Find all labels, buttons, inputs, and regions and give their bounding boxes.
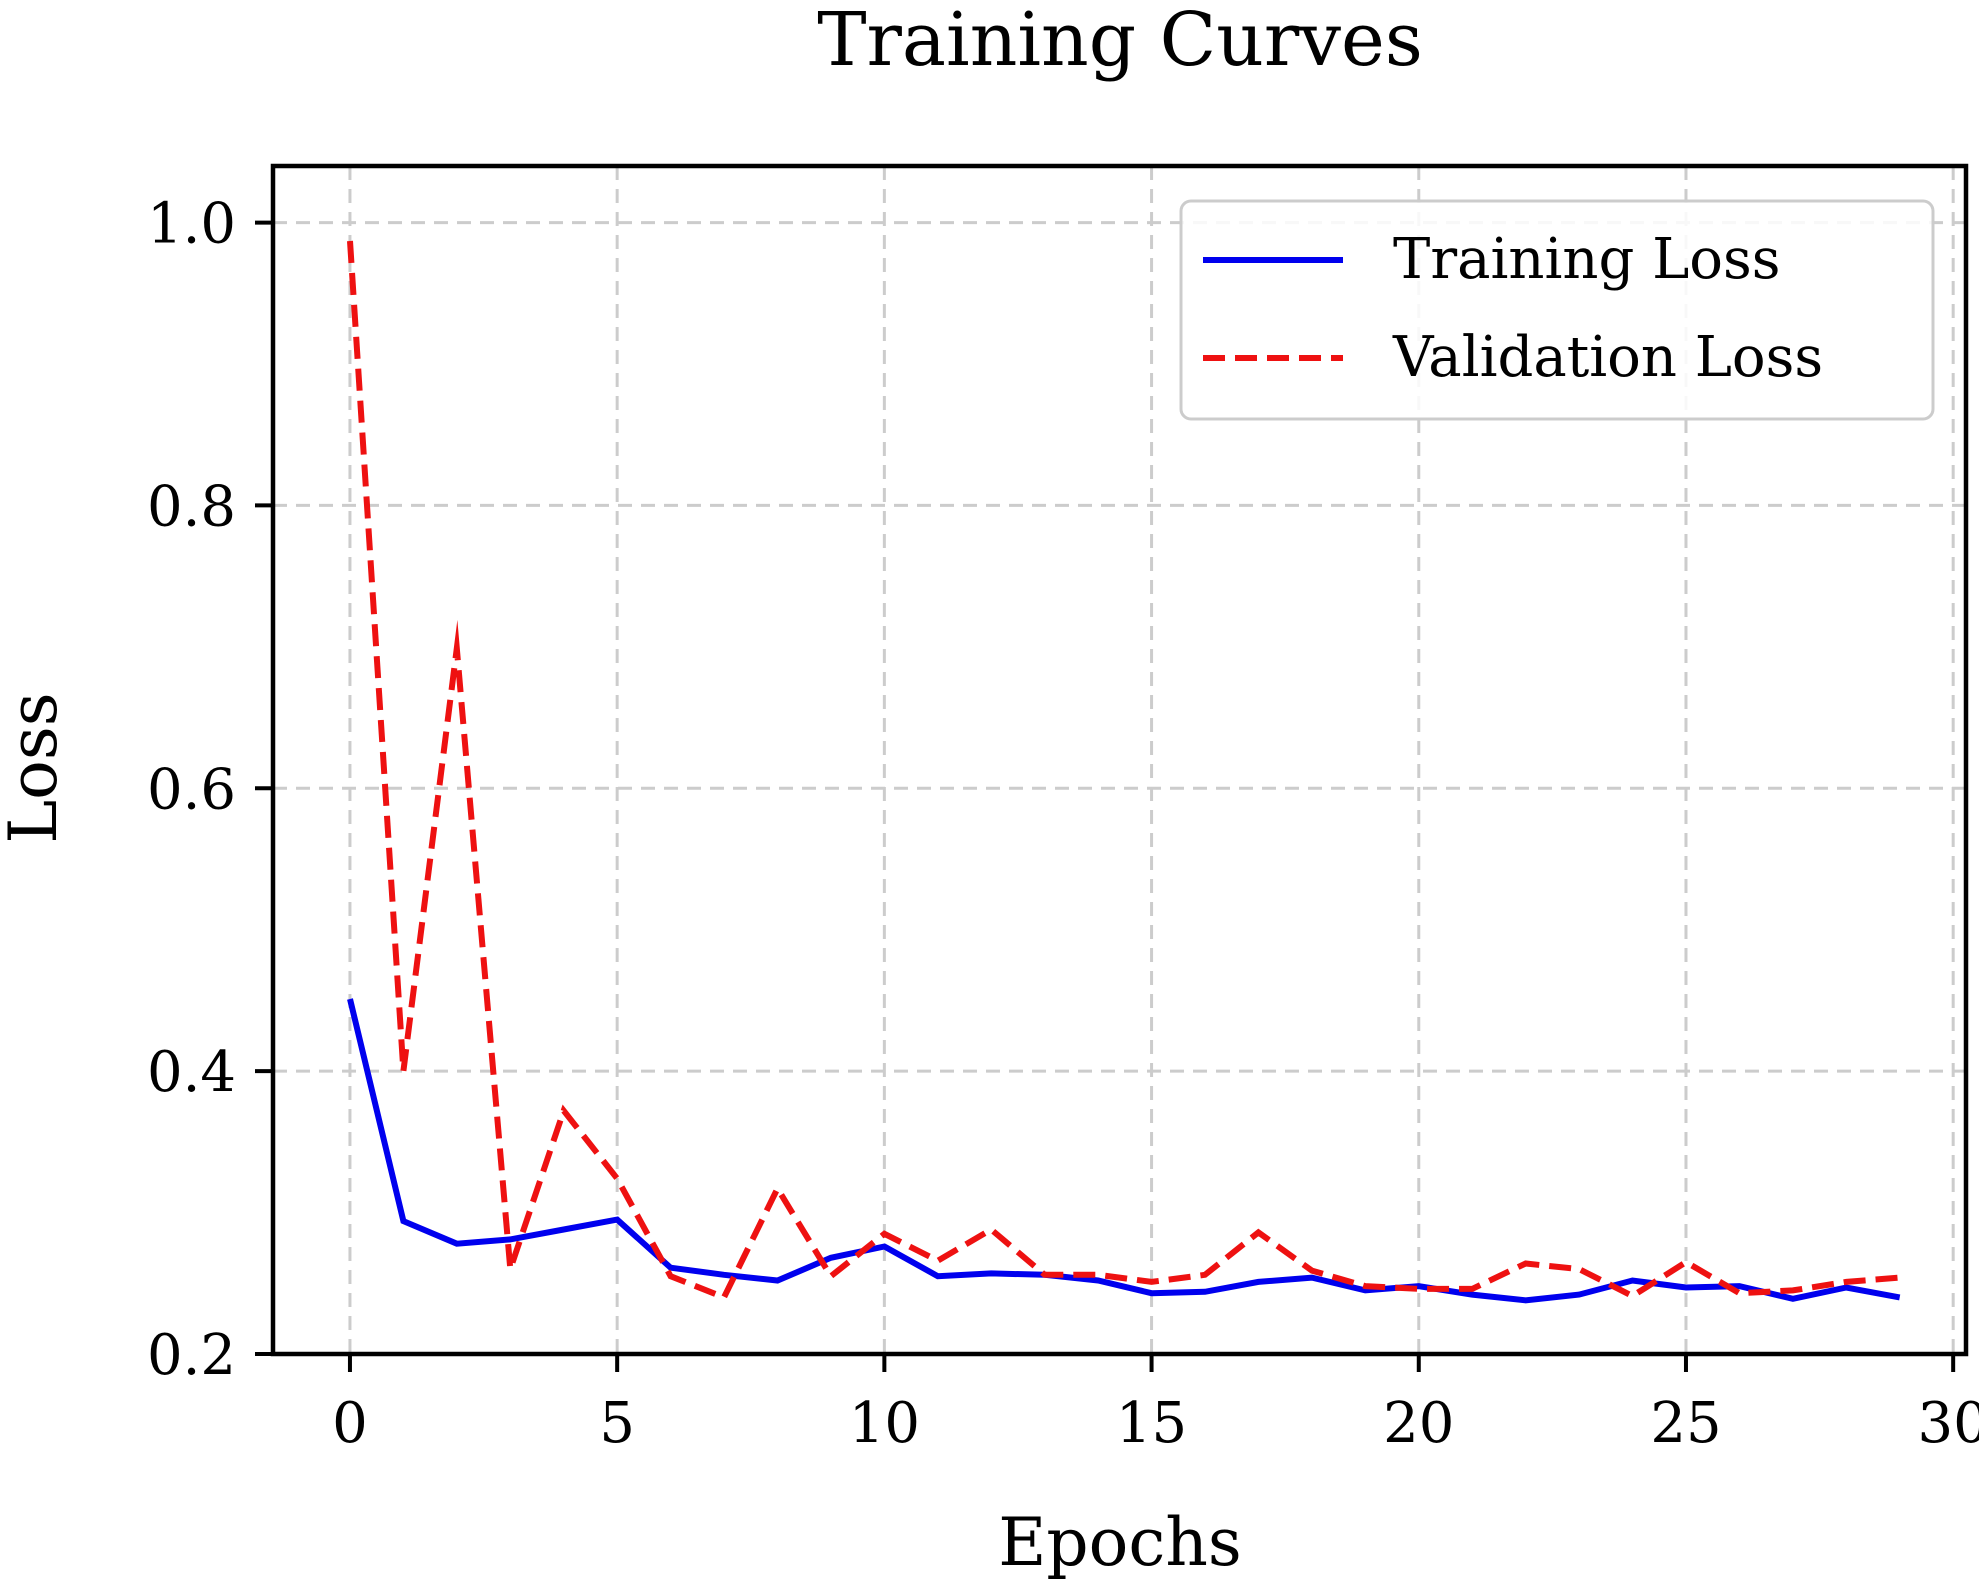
data-point-validation-loss	[1790, 1287, 1796, 1293]
legend-label-training-loss: Training Loss	[1393, 227, 1781, 292]
data-point-validation-loss	[1416, 1286, 1422, 1292]
data-point-training-loss	[721, 1272, 727, 1278]
legend-box	[1179, 199, 1935, 421]
data-point-validation-loss	[1095, 1272, 1101, 1278]
data-point-training-loss	[1149, 1290, 1155, 1296]
data-point-validation-loss	[935, 1258, 941, 1264]
y-tick-label: 1.0	[147, 192, 236, 257]
y-tick-label: 0.4	[147, 1040, 236, 1105]
data-point-training-loss	[561, 1227, 567, 1233]
grid	[273, 166, 1966, 1356]
data-point-validation-loss	[775, 1186, 781, 1192]
legend: Training Loss Validation Loss	[1179, 199, 1935, 421]
data-point-validation-loss	[1736, 1290, 1742, 1296]
y-tick-label: 0.2	[147, 1323, 236, 1388]
x-tick-label: 0	[332, 1391, 368, 1456]
y-tick-label: 0.6	[147, 757, 236, 822]
y-tick-label: 0.8	[147, 474, 236, 539]
data-point-training-loss	[454, 1241, 460, 1247]
data-point-training-loss	[935, 1273, 941, 1279]
data-point-validation-loss	[1362, 1283, 1368, 1289]
data-point-training-loss	[1897, 1294, 1903, 1300]
data-point-validation-loss	[1897, 1275, 1903, 1281]
data-point-validation-loss	[1042, 1272, 1048, 1278]
data-point-validation-loss	[1683, 1259, 1689, 1265]
data-point-validation-loss	[1469, 1286, 1475, 1292]
data-point-training-loss	[1095, 1278, 1101, 1284]
data-point-training-loss	[1790, 1296, 1796, 1302]
plot-frame	[270, 163, 1969, 1357]
data-point-validation-loss	[1255, 1229, 1261, 1235]
data-point-training-loss	[507, 1236, 513, 1242]
x-tick-label: 20	[1383, 1391, 1454, 1456]
legend-label-validation-loss: Validation Loss	[1392, 325, 1823, 390]
data-point-validation-loss	[1630, 1293, 1636, 1299]
x-tick-label: 30	[1918, 1391, 1979, 1456]
x-tick-label: 10	[849, 1391, 920, 1456]
data-point-training-loss	[1255, 1279, 1261, 1285]
data-point-validation-loss	[721, 1294, 727, 1300]
data-point-validation-loss	[828, 1273, 834, 1279]
data-point-validation-loss	[1576, 1266, 1582, 1272]
data-point-validation-loss	[881, 1231, 887, 1237]
data-point-training-loss	[1202, 1289, 1208, 1295]
series-line-training-loss	[347, 998, 1901, 1304]
data-point-validation-loss	[668, 1273, 674, 1279]
data-point-training-loss	[1469, 1292, 1475, 1298]
data-point-validation-loss	[1202, 1272, 1208, 1278]
data-point-validation-loss	[1309, 1268, 1315, 1274]
data-point-training-loss	[1683, 1285, 1689, 1291]
data-point-training-loss	[775, 1278, 781, 1284]
data-point-training-loss	[668, 1265, 674, 1271]
data-point-training-loss	[1309, 1275, 1315, 1281]
x-tick-label: 15	[1116, 1391, 1187, 1456]
x-tick-label: 5	[599, 1391, 635, 1456]
data-point-validation-loss	[988, 1227, 994, 1233]
data-point-training-loss	[881, 1244, 887, 1250]
data-point-validation-loss	[347, 238, 353, 244]
x-tick-label: 25	[1650, 1391, 1721, 1456]
data-point-validation-loss	[1149, 1279, 1155, 1285]
data-point-training-loss	[1843, 1285, 1849, 1291]
data-point-training-loss	[400, 1218, 406, 1224]
data-point-training-loss	[988, 1270, 994, 1276]
series-lines	[347, 238, 1903, 1304]
data-point-training-loss	[1576, 1292, 1582, 1298]
data-point-validation-loss	[454, 645, 460, 651]
data-point-validation-loss	[400, 1068, 406, 1074]
data-point-validation-loss	[1843, 1279, 1849, 1285]
data-point-training-loss	[1630, 1278, 1636, 1284]
data-point-training-loss	[1523, 1297, 1529, 1303]
data-point-training-loss	[1736, 1283, 1742, 1289]
y-axis-label: Loss	[0, 692, 72, 843]
data-point-validation-loss	[561, 1108, 567, 1114]
data-point-training-loss	[828, 1255, 834, 1261]
axis-ticks: 0 5 10 15 20 25 30 0.2 0.4 0.6 0.8 1.0	[147, 192, 1979, 1456]
x-axis-label: Epochs	[998, 1504, 1242, 1581]
data-point-training-loss	[614, 1217, 620, 1223]
data-point-validation-loss	[507, 1266, 513, 1272]
series-line-validation-loss	[347, 240, 1900, 1302]
chart-title: Training Curves	[817, 0, 1423, 83]
data-point-validation-loss	[614, 1176, 620, 1182]
data-point-training-loss	[347, 996, 353, 1002]
data-point-validation-loss	[1523, 1261, 1529, 1267]
